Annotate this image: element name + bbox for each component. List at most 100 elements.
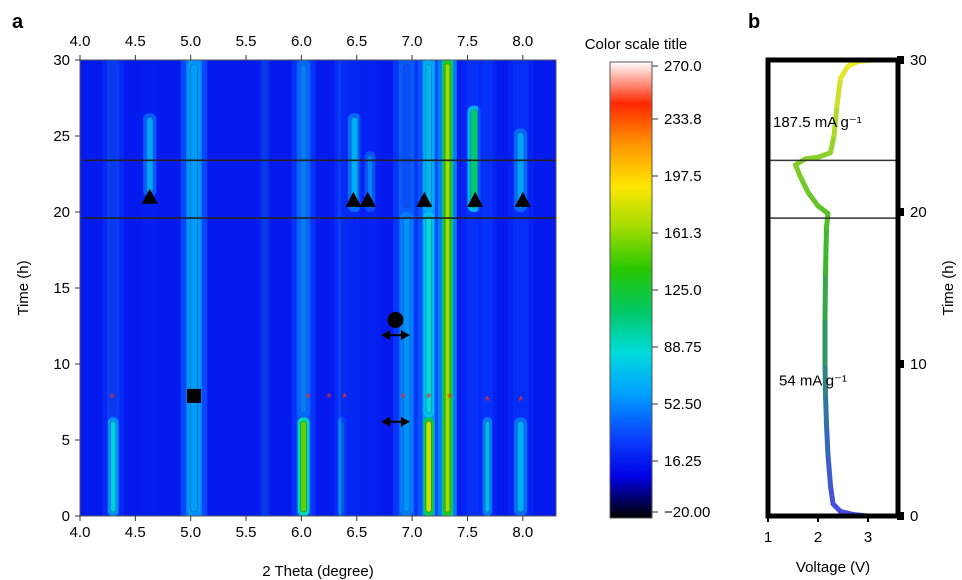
double-arrow-head-right xyxy=(400,416,410,427)
voltage-y-tick-mark xyxy=(897,512,904,520)
colorbar-tick-label: 233.8 xyxy=(664,111,702,128)
heatmap-peak-segment-core xyxy=(402,215,411,513)
triangle-marker xyxy=(514,191,531,207)
heatmap-peak-segment-core xyxy=(190,63,198,513)
voltage-frame xyxy=(765,57,901,519)
star-marker: * xyxy=(518,392,524,408)
heatmap-peak-band xyxy=(481,60,493,516)
heatmap-peak-segment-core xyxy=(402,63,411,209)
x-tick-label: 7.5 xyxy=(457,524,478,541)
heatmap-plot: * * * * * * * * * 4.0 4.5 5.0 5.5 6.0 6.5 7.0 7.5 8.0 4.… xyxy=(15,33,557,580)
voltage-annotations: 187.5 mA g⁻¹ 54 mA g⁻¹ xyxy=(773,114,862,389)
rate-annotation: 54 mA g⁻¹ xyxy=(779,372,847,389)
heatmap-peak-segment-core xyxy=(425,215,432,414)
heatmap-peak-segment-core xyxy=(300,63,307,414)
x-top-tick-label: 5.0 xyxy=(180,33,201,50)
voltage-curve-segment xyxy=(823,391,829,428)
voltage-curve-segment xyxy=(825,452,833,489)
x-top-tick-label: 4.5 xyxy=(125,33,146,50)
x-tick-label: 6.5 xyxy=(346,524,367,541)
y-tick-label: 0 xyxy=(62,508,70,525)
heatmap-peak-segment-core xyxy=(516,132,525,209)
colorbar-tick-label: 52.50 xyxy=(664,396,702,413)
x-top-tick-label: 5.5 xyxy=(236,33,257,50)
y-tick-label: 5 xyxy=(62,432,70,449)
y-tick-label: 15 xyxy=(53,280,70,297)
voltage-curve-segment xyxy=(824,422,831,458)
colorbar-title: Color scale title xyxy=(585,36,688,53)
y-axis-left: 0 5 10 15 20 25 30 xyxy=(53,52,80,525)
voltage-curve-segment xyxy=(822,270,828,321)
rate-annotation: 187.5 mA g⁻¹ xyxy=(773,114,862,131)
star-marker: * xyxy=(401,389,407,405)
x-top-tick-label: 4.0 xyxy=(70,33,91,50)
heatmap-peak-segment-core xyxy=(425,420,432,513)
colorbar-tick-label: 125.0 xyxy=(664,282,702,299)
x-top-tick-label: 7.0 xyxy=(402,33,423,50)
x-tick-label: 6.0 xyxy=(291,524,312,541)
voltage-horizontal-lines xyxy=(768,159,898,219)
voltage-y-tick-label: 10 xyxy=(910,356,927,373)
heatmap-peak-segment-core xyxy=(110,420,117,513)
voltage-plot: 1 2 3 0 10 20 30 187.5 mA g⁻¹ 54 mA g⁻¹ Voltag… xyxy=(764,52,957,576)
panel-label-b: b xyxy=(748,11,760,33)
x-tick-label: 8.0 xyxy=(512,524,533,541)
voltage-y-tick-label: 0 xyxy=(910,508,918,525)
voltage-curve-segment xyxy=(798,174,811,195)
x-top-tick-label: 8.0 xyxy=(512,33,533,50)
heatmap-peak-segment-core xyxy=(470,109,478,209)
double-arrow-head-left xyxy=(381,416,391,427)
y-axis-label-a: Time (h) xyxy=(15,260,32,315)
x-tick-label: 4.0 xyxy=(70,524,91,541)
colorbar-tick-label: 197.5 xyxy=(664,168,702,185)
heatmap-markers: * * * * * * * * * xyxy=(109,188,531,427)
voltage-y-tick-mark xyxy=(897,208,904,216)
y-tick-label: 10 xyxy=(53,356,70,373)
heatmap-peak-segment-core xyxy=(516,420,525,513)
double-arrow-head-right xyxy=(400,330,410,341)
x-tick-label: 5.5 xyxy=(236,524,257,541)
panel-label-a: a xyxy=(12,11,24,33)
voltage-curve-segment xyxy=(831,103,840,139)
heatmap-peak-segment-core xyxy=(350,116,359,209)
voltage-y-tick-mark xyxy=(897,360,904,368)
y-axis-label-b: Time (h) xyxy=(940,260,957,315)
colorbar-ticks: 270.0 233.8 197.5 161.3 125.0 88.75 52.50 16.25… xyxy=(652,58,710,521)
heatmap-peak-band xyxy=(363,60,377,516)
voltage-x-tick-label: 2 xyxy=(814,529,822,546)
circle-marker xyxy=(387,311,404,328)
star-marker: * xyxy=(342,389,348,405)
star-marker: * xyxy=(426,389,432,405)
triangle-marker xyxy=(467,191,484,207)
x-tick-label: 5.0 xyxy=(180,524,201,541)
voltage-curve-segment xyxy=(828,483,836,507)
triangle-marker xyxy=(416,191,433,207)
square-marker xyxy=(187,388,202,403)
star-marker: * xyxy=(109,389,115,405)
voltage-curve-segment xyxy=(823,224,829,276)
x-axis-label-a: 2 Theta (degree) xyxy=(262,563,373,580)
triangle-marker xyxy=(345,191,362,207)
heatmap-field xyxy=(80,60,556,516)
colorbar: Color scale title 270.0 233.8 197.5 161.3 12… xyxy=(585,36,711,521)
heatmap-peak-segment-core xyxy=(484,420,490,513)
colorbar-tick-label: 270.0 xyxy=(664,58,702,75)
y-tick-label: 25 xyxy=(53,128,70,145)
triangle-marker xyxy=(141,188,158,204)
colorbar-tick-label: 161.3 xyxy=(664,225,702,242)
y-tick-label: 20 xyxy=(53,204,70,221)
heatmap-peak-segment-core xyxy=(444,63,451,513)
heatmap-peak-segment-core xyxy=(110,63,117,414)
x-axis-label-b: Voltage (V) xyxy=(796,559,870,576)
x-top-tick-label: 6.0 xyxy=(291,33,312,50)
star-marker: * xyxy=(485,392,491,408)
voltage-y-tick-label: 20 xyxy=(910,204,927,221)
x-axis-bottom: 4.0 4.5 5.0 5.5 6.0 6.5 7.0 7.5 8.0 xyxy=(70,516,533,541)
x-top-tick-label: 6.5 xyxy=(346,33,367,50)
voltage-curve-segment xyxy=(834,75,843,109)
voltage-curve-segment xyxy=(805,189,821,209)
x-tick-label: 7.0 xyxy=(402,524,423,541)
x-tick-label: 4.5 xyxy=(125,524,146,541)
voltage-x-tick-label: 1 xyxy=(764,529,772,546)
